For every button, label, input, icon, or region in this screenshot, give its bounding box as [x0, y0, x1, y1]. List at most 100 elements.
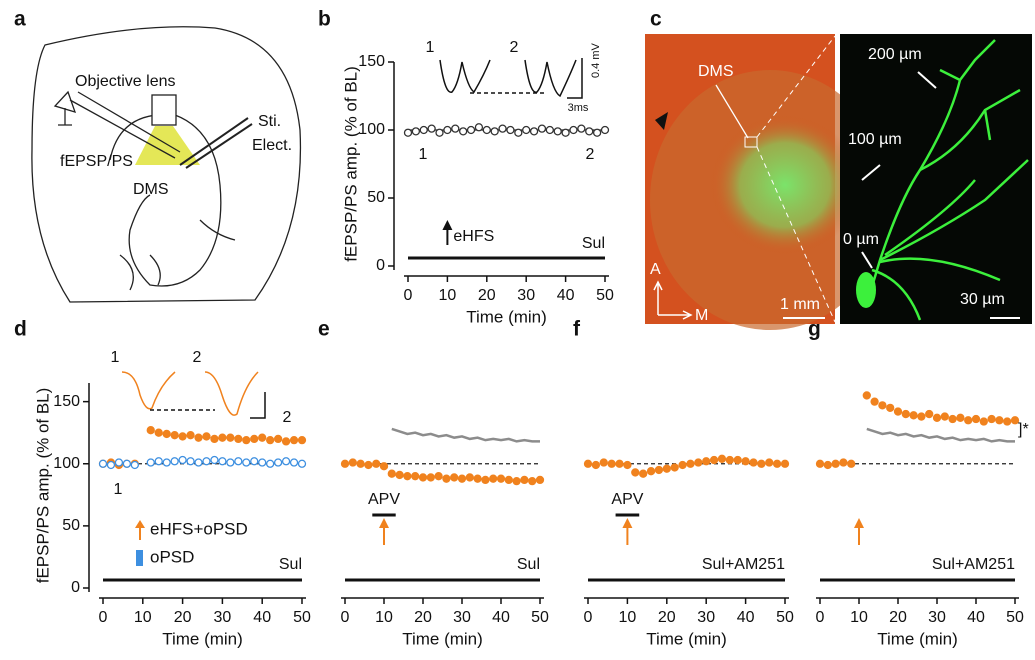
- data-point: [434, 472, 443, 481]
- y-tick-label: 150: [358, 53, 385, 70]
- data-point: [234, 434, 243, 444]
- y-tick-label: 50: [62, 517, 80, 534]
- data-point: [498, 124, 507, 133]
- data-point: [878, 401, 887, 410]
- data-point: [218, 433, 227, 442]
- data-point: [909, 411, 918, 420]
- data-point: [702, 457, 711, 466]
- data-point: [178, 455, 187, 465]
- data-point: [694, 458, 703, 467]
- x-tick-label: 0: [99, 609, 108, 626]
- data-point: [372, 459, 381, 468]
- annotation: APV: [611, 491, 643, 508]
- x-tick-label: 50: [531, 609, 549, 626]
- data-point: [427, 124, 436, 133]
- image-label: 200 µm: [868, 46, 922, 63]
- data-point: [481, 475, 490, 485]
- data-point: [258, 433, 267, 442]
- x-tick-label: 40: [492, 609, 510, 626]
- annotation: Sul+AM251: [702, 556, 785, 573]
- data-point: [379, 462, 389, 471]
- data-point: [528, 477, 537, 486]
- diagram-label: fEPSP/PS: [60, 153, 133, 170]
- data-point: [717, 454, 727, 463]
- x-axis-label: Time (min): [877, 629, 958, 648]
- legend-swatch: [135, 520, 145, 528]
- x-tick-label: 30: [214, 609, 232, 626]
- annotation: 2: [193, 349, 202, 366]
- data-point: [995, 416, 1004, 425]
- data-point: [780, 459, 790, 468]
- data-point: [234, 457, 243, 466]
- annotation: eHFS: [453, 228, 494, 245]
- data-point: [489, 474, 498, 483]
- data-point: [466, 125, 476, 135]
- data-point: [600, 125, 610, 135]
- data-point: [670, 463, 679, 472]
- legend-label: eHFS+oPSD: [150, 519, 248, 538]
- data-point: [459, 127, 468, 136]
- x-tick-label: 20: [174, 609, 192, 626]
- stim-arrow: [854, 518, 864, 545]
- data-point: [281, 457, 291, 466]
- data-point: [114, 458, 124, 467]
- annotation: 2: [586, 146, 595, 163]
- x-tick-label: 10: [134, 609, 152, 626]
- data-point: [591, 460, 601, 470]
- data-point: [561, 128, 570, 137]
- inset-traces: [121, 58, 583, 419]
- x-tick-label: 50: [776, 609, 794, 626]
- data-point: [749, 458, 758, 467]
- data-point: [583, 459, 593, 468]
- data-point: [162, 429, 171, 439]
- x-tick-label: 20: [414, 609, 432, 626]
- panel-label: a: [14, 8, 26, 31]
- x-axis-label: Time (min): [162, 629, 243, 648]
- data-point: [529, 127, 539, 136]
- image-label: 100 µm: [848, 131, 902, 148]
- panel-label: c: [650, 8, 662, 31]
- data-point: [395, 470, 404, 480]
- x-tick-label: 10: [375, 609, 393, 626]
- stim-arrow-head: [622, 518, 633, 528]
- series-line: [391, 427, 540, 443]
- data-point: [242, 436, 251, 445]
- data-point: [847, 459, 856, 468]
- data-point: [496, 474, 506, 483]
- annotation: Sul: [279, 556, 302, 573]
- stim-arrow: [622, 518, 633, 545]
- data-point: [733, 455, 742, 465]
- x-tick-label: 20: [889, 609, 907, 626]
- data-point: [170, 457, 179, 466]
- data-point: [273, 458, 283, 467]
- data-point: [170, 431, 179, 440]
- image-label: 30 µm: [960, 291, 1005, 308]
- data-point: [266, 436, 275, 445]
- data-point: [403, 472, 412, 481]
- x-axis-label: Time (min): [466, 307, 547, 326]
- data-point: [535, 475, 545, 485]
- data-point: [226, 458, 235, 467]
- data-point: [273, 434, 283, 444]
- data-point: [537, 124, 547, 133]
- data-point: [289, 436, 299, 445]
- annotation: APV: [368, 491, 400, 508]
- data-point: [490, 127, 499, 136]
- data-point: [839, 458, 848, 467]
- data-point: [520, 475, 529, 485]
- data-point: [146, 426, 155, 435]
- legend-label: oPSD: [150, 547, 194, 566]
- diagram-label: DMS: [133, 181, 169, 198]
- x-axis-label: Time (min): [402, 629, 483, 648]
- y-tick-label: 150: [53, 393, 80, 410]
- data-point: [577, 124, 586, 133]
- data-point: [815, 459, 825, 468]
- data-point: [686, 459, 695, 468]
- data-point: [451, 124, 460, 133]
- data-point: [599, 458, 608, 467]
- data-point: [178, 432, 187, 441]
- data-point: [932, 413, 942, 422]
- data-point: [757, 459, 766, 468]
- data-point: [823, 460, 832, 470]
